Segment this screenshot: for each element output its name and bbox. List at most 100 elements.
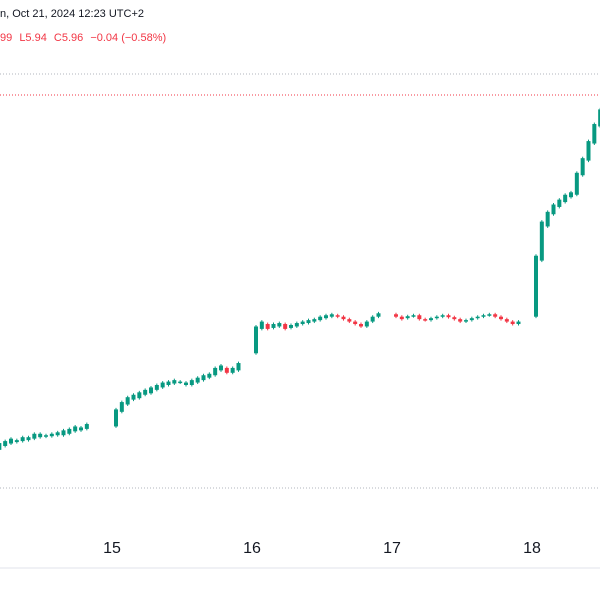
candle-body <box>300 321 305 325</box>
candle-body <box>499 316 503 320</box>
candle-body <box>230 367 235 373</box>
candle-body <box>534 255 538 317</box>
candle-body <box>475 316 480 319</box>
candle-body <box>493 314 498 317</box>
candle-body <box>14 440 19 443</box>
candle-body <box>219 365 223 371</box>
candle-body <box>359 324 363 327</box>
candle-body <box>178 381 183 384</box>
candle-body <box>370 316 375 322</box>
candle-body <box>0 443 2 450</box>
candle-body <box>213 367 218 376</box>
candle-body <box>399 316 404 320</box>
x-tick-label: 15 <box>103 540 121 557</box>
ohlc-close: C5.96 <box>53 32 84 44</box>
x-tick-label: 18 <box>523 540 541 557</box>
candle-body <box>189 380 194 385</box>
ohlc-change: −0.04 (−0.58%) <box>90 32 167 44</box>
candle-body <box>574 172 579 195</box>
candle-body <box>277 323 282 327</box>
candle-body <box>504 319 509 322</box>
candle-body <box>172 380 177 384</box>
candle-body <box>84 424 89 429</box>
candle-body <box>563 194 568 203</box>
candle-body <box>73 426 78 432</box>
candles-layer <box>0 107 600 450</box>
candle-body <box>49 433 54 437</box>
candle-body <box>586 141 591 161</box>
candle-body <box>545 211 550 227</box>
candle-body <box>254 326 258 354</box>
candle-body <box>3 441 8 446</box>
candle-body <box>329 314 334 317</box>
candle-body <box>510 321 515 325</box>
candle-body <box>265 324 270 329</box>
candle-body <box>137 392 142 399</box>
candle-body <box>131 394 136 400</box>
candle-body <box>294 323 299 327</box>
symbol-meta-text: n, Oct 21, 2024 12:23 UTC+2 <box>0 8 145 20</box>
candle-body <box>341 316 346 320</box>
candle-body <box>458 319 463 322</box>
candle-body <box>201 375 206 381</box>
candle-body <box>469 318 474 321</box>
candle-body <box>318 316 323 321</box>
candle-body <box>26 437 31 441</box>
candle-body <box>592 124 597 144</box>
candle-body <box>38 433 43 438</box>
candle-body <box>44 435 48 437</box>
candle-body <box>481 315 486 317</box>
candle-body <box>434 316 439 319</box>
candle-body <box>149 387 153 394</box>
candle-body <box>312 319 317 322</box>
candle-body <box>569 192 573 198</box>
candle-body <box>487 314 492 316</box>
candle-body <box>32 433 37 439</box>
candle-body <box>376 313 381 317</box>
candle-body <box>125 397 130 405</box>
candle-body <box>289 325 293 328</box>
candle-body <box>9 438 13 444</box>
candle-body <box>516 321 521 325</box>
chart-header: n, Oct 21, 2024 12:23 UTC+2 99 L5.94 C5.… <box>0 0 600 48</box>
x-axis-ticks: 15 16 17 18 <box>103 540 541 557</box>
candle-body <box>119 402 124 412</box>
candle-body <box>411 315 416 317</box>
candle-body <box>551 204 556 215</box>
candle-body <box>224 367 229 373</box>
candle-body <box>160 382 165 388</box>
candle-body <box>67 428 72 434</box>
candle-body <box>61 430 66 436</box>
candle-body <box>364 321 369 327</box>
candle-body <box>598 109 600 127</box>
candle-body <box>452 317 457 320</box>
candle-body <box>236 363 241 371</box>
candle-body <box>195 377 200 383</box>
candle-body <box>79 427 83 431</box>
candle-body <box>306 320 311 324</box>
candle-body <box>539 221 544 261</box>
candle-body <box>394 314 398 317</box>
candle-body <box>440 315 445 317</box>
x-tick-label: 17 <box>383 540 401 557</box>
candle-body <box>283 324 288 329</box>
candle-body <box>55 432 60 436</box>
candle-body <box>259 321 264 329</box>
ohlc-clipped-value: 99 <box>0 32 13 44</box>
candle-body <box>347 319 352 322</box>
candle-body <box>405 316 410 319</box>
candle-body <box>353 321 358 325</box>
candle-body <box>429 318 433 321</box>
candle-body <box>184 382 188 385</box>
candle-body <box>464 320 468 322</box>
candle-body <box>271 324 276 328</box>
candle-body <box>207 373 212 378</box>
candle-body <box>324 315 328 319</box>
candle-body <box>154 385 159 390</box>
candle-body <box>166 381 171 385</box>
candle-body <box>557 199 562 207</box>
ohlc-low: L5.94 <box>19 32 47 44</box>
candle-body <box>446 315 451 318</box>
candle-body <box>423 319 428 321</box>
